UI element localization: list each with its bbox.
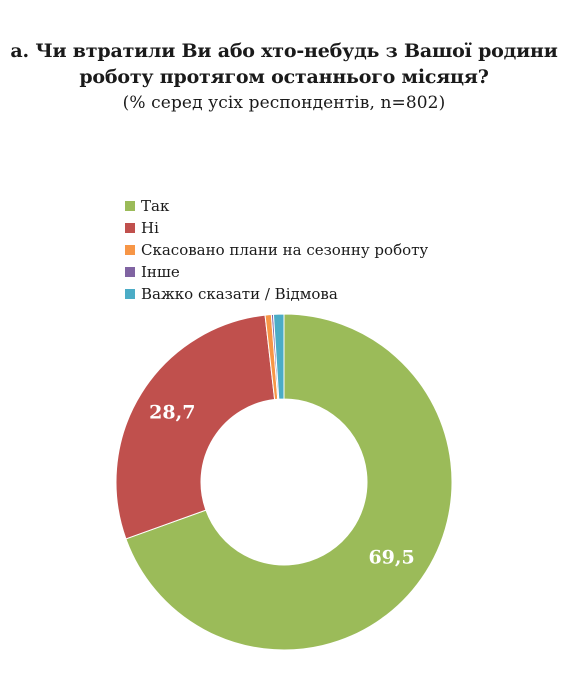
legend-swatch: [125, 245, 135, 255]
legend-swatch: [125, 267, 135, 277]
legend-item: Так: [125, 195, 428, 217]
legend-label: Інше: [141, 263, 180, 281]
legend-item: Скасовано плани на сезонну роботу: [125, 239, 428, 261]
chart-title-line-2: роботу протягом останнього місяця?: [79, 66, 489, 88]
legend-item: Ні: [125, 217, 428, 239]
chart-legend: Так Ні Скасовано плани на сезонну роботу Ін…: [125, 195, 428, 305]
slice-data-label: 28,7: [149, 402, 195, 424]
legend-swatch: [125, 201, 135, 211]
donut-slice: [272, 313, 285, 400]
donut-slice: [115, 314, 276, 540]
legend-label: Важко сказати / Відмова: [141, 285, 338, 303]
chart-subtitle: (% серед усіх респондентів, n=802): [122, 93, 446, 113]
legend-label: Скасовано плани на сезонну роботу: [141, 241, 429, 259]
legend-label: Ні: [141, 219, 159, 237]
chart-title-line-1: а. Чи втратили Ви або хто-небудь з Вашої…: [10, 40, 558, 62]
chart-title-block: а. Чи втратили Ви або хто-небудь з Вашої…: [0, 38, 568, 116]
donut-slice: [125, 313, 453, 651]
legend-label: Так: [141, 197, 170, 215]
legend-item: Важко сказати / Відмова: [125, 283, 428, 305]
legend-swatch: [125, 223, 135, 233]
legend-swatch: [125, 289, 135, 299]
slice-data-label: 69,5: [368, 547, 414, 569]
legend-item: Інше: [125, 261, 428, 283]
